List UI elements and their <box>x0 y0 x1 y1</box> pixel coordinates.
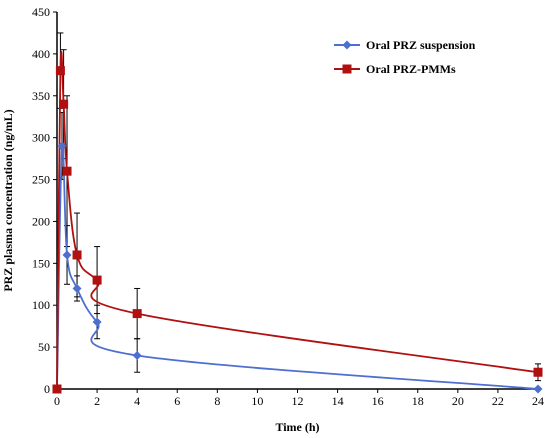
y-tick-label: 0 <box>44 382 50 396</box>
legend: Oral PRZ suspension Oral PRZ-PMMs <box>334 38 476 76</box>
x-tick-label: 2 <box>94 394 100 408</box>
x-tick-label: 4 <box>134 394 140 408</box>
data-point-diamond <box>62 250 72 260</box>
x-tick-label: 16 <box>372 394 384 408</box>
data-point-square <box>59 99 69 109</box>
x-tick-label: 12 <box>292 394 304 408</box>
x-tick-label: 10 <box>251 394 263 408</box>
data-point-diamond <box>533 384 543 394</box>
series-line-0 <box>56 141 539 390</box>
y-tick-label: 400 <box>32 47 50 61</box>
data-point-diamond <box>92 317 102 327</box>
y-tick-label: 50 <box>38 340 50 354</box>
legend-marker-pmms <box>342 64 352 74</box>
series-lines <box>56 50 539 390</box>
data-point-square <box>533 367 543 377</box>
data-point-square <box>92 275 102 285</box>
y-tick-label: 250 <box>32 173 50 187</box>
y-tick-label: 300 <box>32 131 50 145</box>
x-tick-label: 18 <box>412 394 424 408</box>
series-line-1 <box>56 50 539 390</box>
data-point-square <box>62 166 72 176</box>
legend-label-pmms: Oral PRZ-PMMs <box>366 62 456 76</box>
x-tick-label: 8 <box>214 394 220 408</box>
x-axis-title: Time (h) <box>275 420 319 434</box>
y-tick-label: 200 <box>32 214 50 228</box>
y-tick-label: 350 <box>32 89 50 103</box>
data-point-square <box>55 66 65 76</box>
y-tick-label: 450 <box>32 5 50 19</box>
y-tick-label: 150 <box>32 256 50 270</box>
legend-marker-suspension <box>342 40 352 50</box>
legend-label-suspension: Oral PRZ suspension <box>366 38 476 52</box>
x-tick-label: 22 <box>492 394 504 408</box>
x-tick-label: 20 <box>452 394 464 408</box>
data-point-square <box>132 309 142 319</box>
y-axis-title: PRZ plasma concentration (ng/mL) <box>1 109 15 291</box>
series-markers <box>52 66 543 394</box>
data-point-diamond <box>132 350 142 360</box>
data-point-diamond <box>72 283 82 293</box>
x-tick-label: 24 <box>532 394 544 408</box>
data-point-square <box>72 250 82 260</box>
data-point-square <box>52 384 62 394</box>
error-bars <box>57 32 541 382</box>
x-tick-label: 0 <box>54 394 60 408</box>
data-point-diamond <box>57 141 67 151</box>
x-tick-label: 6 <box>174 394 180 408</box>
x-tick-label: 14 <box>332 394 344 408</box>
y-tick-label: 100 <box>32 298 50 312</box>
